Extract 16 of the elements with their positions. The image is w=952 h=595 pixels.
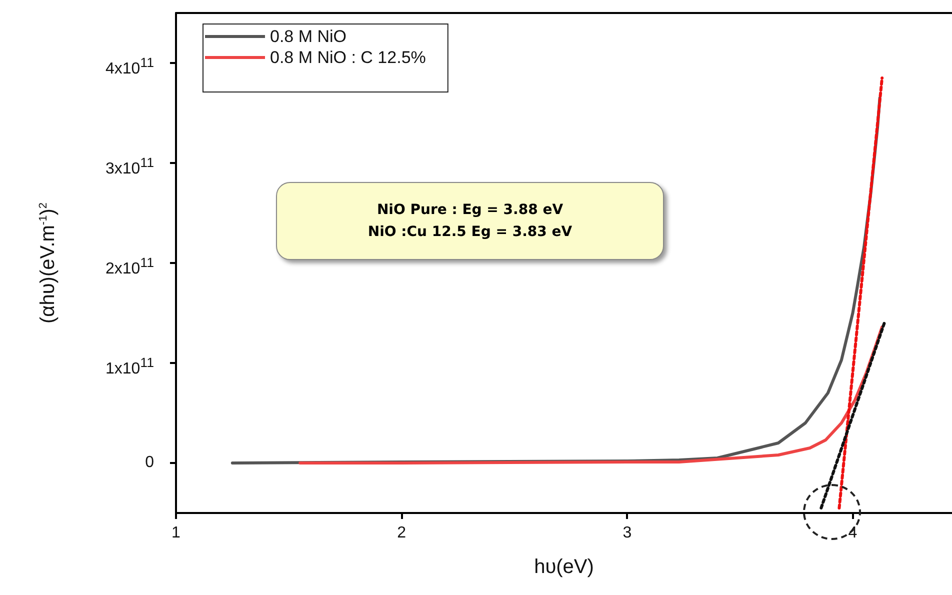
x-tick-label: 2	[397, 524, 406, 542]
x-tick-label: 1	[172, 524, 181, 542]
y-axis-title: (αhυ)(eV.m-1)2	[37, 202, 59, 324]
legend-label: 0.8 M NiO	[270, 27, 347, 46]
line-series	[298, 326, 884, 464]
x-tick-label: 3	[622, 524, 632, 542]
legend-label: 0.8 M NiO : C 12.5%	[270, 48, 426, 67]
x-axis-title: hυ(eV)	[534, 556, 594, 578]
y-tick-label: 3x10$^{11}$	[105, 154, 154, 180]
annotation: NiO :Cu 12.5 Eg = 3.83 eV	[368, 223, 572, 242]
y-tick-label: 2x10$^{11}$	[105, 254, 154, 280]
annotation: NiO Pure : Eg = 3.88 eV	[376, 201, 564, 220]
y-tick-label: 1x10$^{11}$	[105, 354, 154, 380]
y-tick-label: 0	[145, 453, 154, 473]
y-tick-label: 4x10$^{11}$	[105, 54, 154, 80]
note-box: NiO Pure : Eg = 3.88 eV NiO :Cu 12.5 Eg = 3.83 eV	[276, 182, 664, 260]
